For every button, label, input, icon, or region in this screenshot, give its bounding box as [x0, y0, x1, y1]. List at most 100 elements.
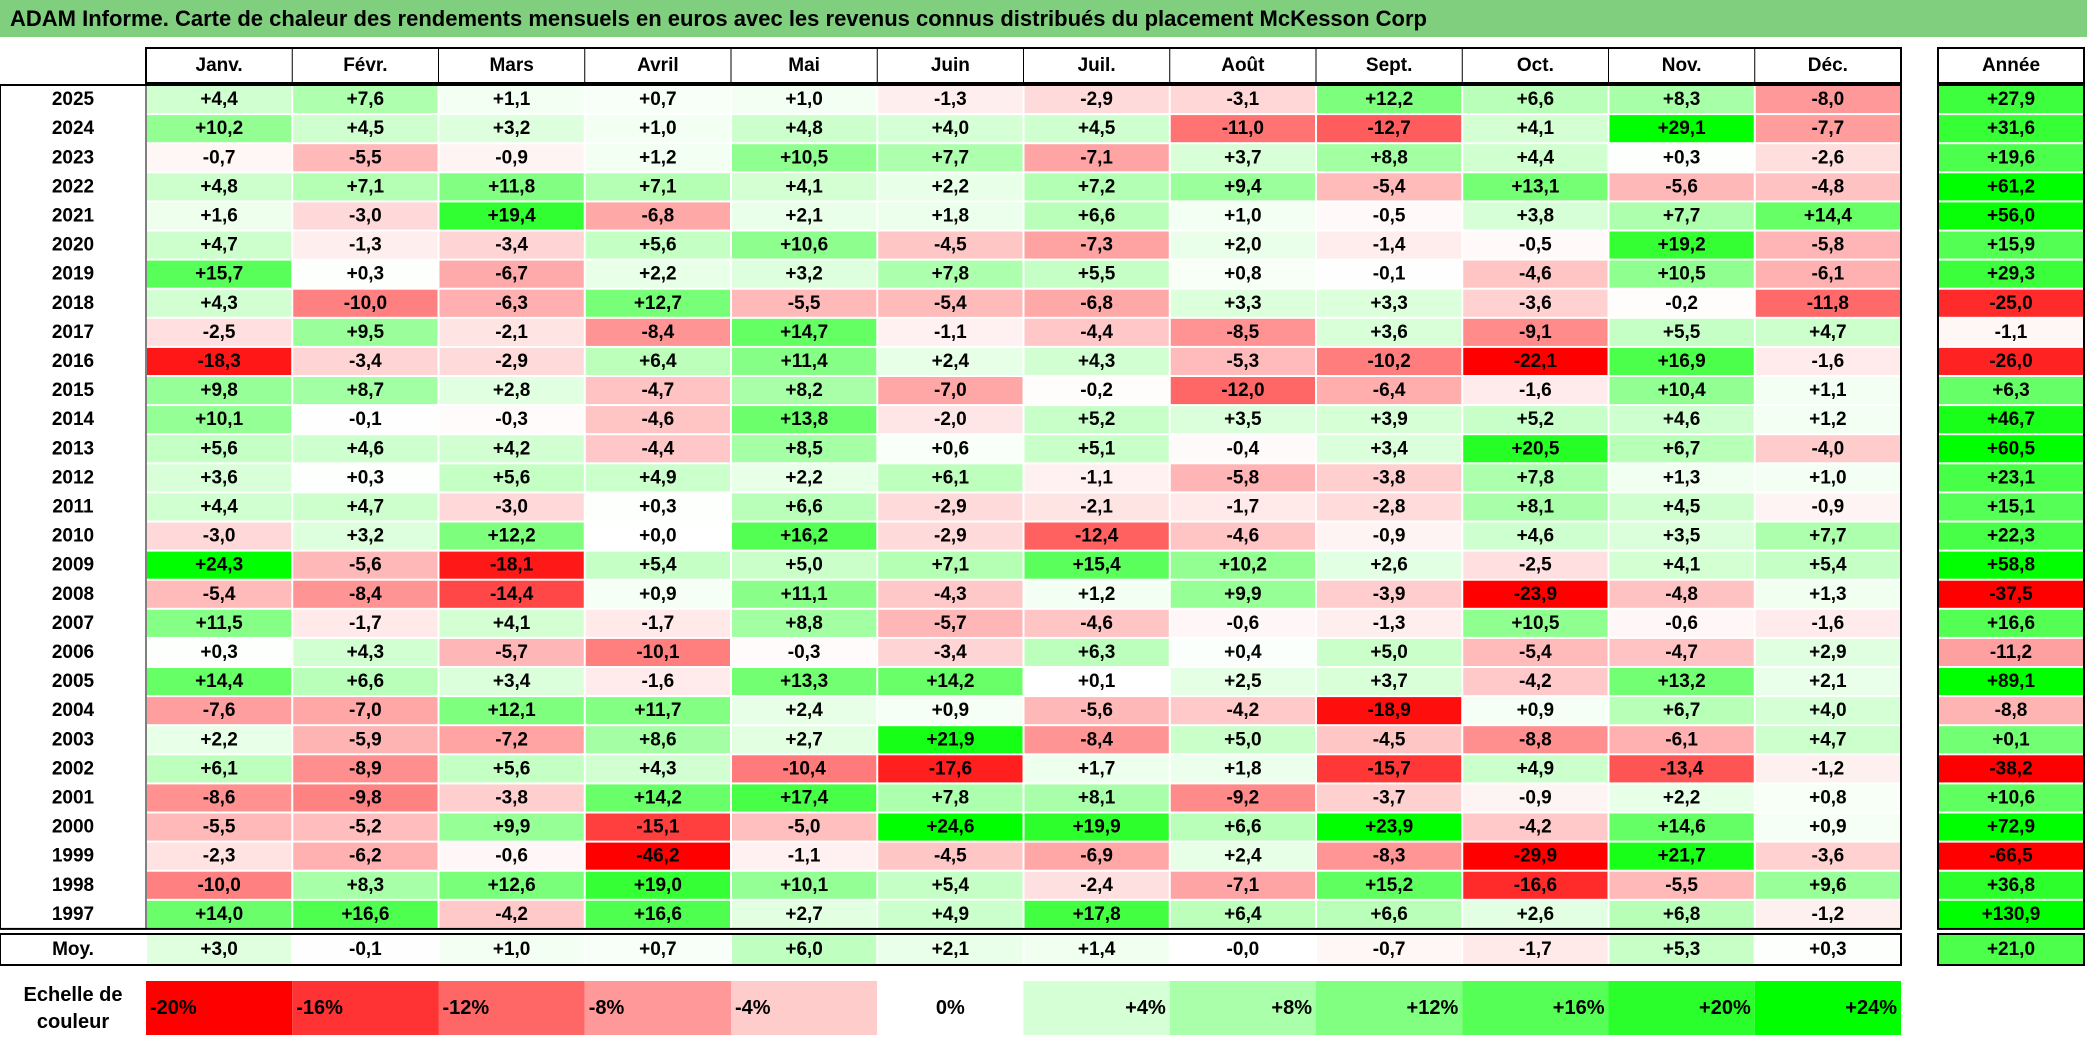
cell-2003-5 [878, 726, 1023, 754]
cell-2023-7 [1170, 144, 1315, 172]
chart-title: ADAM Informe. Carte de chaleur des rende… [0, 0, 2087, 37]
cell-value: -5,4 [1519, 642, 1552, 663]
cell-2014-2 [439, 406, 584, 434]
cell-2012-4 [732, 464, 877, 492]
cell-value: -12,7 [1367, 118, 1410, 139]
scale-value-3: -8% [589, 997, 625, 1019]
annual-value: +58,8 [1987, 555, 2035, 576]
cell-2020-5 [878, 231, 1023, 259]
average-cell-6 [1024, 935, 1169, 964]
cell-2012-5 [878, 464, 1023, 492]
cell-1998-7 [1170, 871, 1315, 899]
cell-2000-9 [1463, 813, 1608, 841]
cell-2021-0 [147, 202, 292, 230]
cell-value: +8,5 [785, 438, 823, 459]
cell-2002-0 [147, 755, 292, 783]
cell-2016-9 [1463, 347, 1608, 375]
cell-2000-5 [878, 813, 1023, 841]
month-header-5: Juin [931, 55, 970, 76]
cell-value: +1,3 [1809, 584, 1847, 605]
cell-value: -3,1 [1227, 89, 1260, 110]
cell-value: +1,0 [785, 89, 823, 110]
cell-1999-10 [1609, 842, 1754, 870]
cell-2010-2 [439, 522, 584, 550]
cell-2005-9 [1463, 668, 1608, 696]
cell-2001-3 [585, 784, 730, 812]
scale-swatch-4 [731, 981, 878, 1035]
cell-value: +4,5 [1078, 118, 1116, 139]
cell-2017-6 [1024, 318, 1169, 346]
cell-value: +23,9 [1365, 817, 1413, 838]
cell-2024-8 [1317, 115, 1462, 143]
cell-value: +2,0 [1224, 235, 1262, 256]
cell-value: -6,8 [1080, 293, 1113, 314]
cell-value: +0,9 [1809, 817, 1847, 838]
average-value: +5,3 [1663, 939, 1701, 960]
average-cell-2 [439, 935, 584, 964]
cell-value: -8,3 [1373, 846, 1406, 867]
average-cell-0 [147, 935, 292, 964]
cell-1999-1 [293, 842, 438, 870]
annual-value: +31,6 [1987, 118, 2035, 139]
cell-value: +5,5 [1663, 322, 1701, 343]
average-cell-1 [293, 935, 438, 964]
cell-value: -0,9 [1373, 526, 1406, 547]
cell-2018-3 [585, 289, 730, 317]
cell-value: +10,5 [1511, 613, 1560, 634]
cell-value: -0,3 [495, 409, 528, 430]
cell-2023-9 [1463, 144, 1608, 172]
cell-2021-2 [439, 202, 584, 230]
cell-2010-6 [1024, 522, 1169, 550]
cell-value: -2,8 [1373, 496, 1406, 517]
year-label-2011: 2011 [52, 496, 94, 517]
cell-2011-8 [1317, 493, 1462, 521]
year-label-2005: 2005 [52, 671, 95, 692]
month-header-9: Oct. [1517, 55, 1554, 76]
cell-2010-0 [147, 522, 292, 550]
cell-value: -3,6 [1812, 846, 1845, 867]
cell-value: +16,2 [780, 526, 828, 547]
cell-value: -8,4 [1080, 729, 1113, 750]
cell-value: +10,5 [1658, 264, 1707, 285]
cell-value: -10,1 [636, 642, 680, 663]
year-label-2024: 2024 [52, 118, 95, 139]
annual-cell-2004 [1939, 697, 2083, 725]
cell-2022-3 [585, 173, 730, 201]
cell-2008-11 [1755, 580, 1900, 608]
cell-2014-3 [585, 406, 730, 434]
cell-value: -2,1 [495, 322, 528, 343]
cell-2003-10 [1609, 726, 1754, 754]
cell-value: +12,7 [634, 293, 682, 314]
cell-value: +5,4 [1809, 555, 1847, 576]
cell-value: -8,4 [349, 584, 382, 605]
cell-2016-7 [1170, 347, 1315, 375]
cell-value: +16,6 [341, 904, 389, 925]
cell-2016-0 [147, 347, 292, 375]
cell-1999-9 [1463, 842, 1608, 870]
cell-value: -2,6 [1812, 147, 1845, 168]
cell-2019-9 [1463, 260, 1608, 288]
cell-value: -4,7 [642, 380, 675, 401]
cell-value: +9,5 [347, 322, 385, 343]
cell-2013-0 [147, 435, 292, 463]
cell-value: +11,4 [781, 351, 828, 372]
cell-2009-10 [1609, 551, 1754, 579]
cell-value: -4,4 [1080, 322, 1113, 343]
average-value: +6,0 [785, 939, 823, 960]
cell-2014-8 [1317, 406, 1462, 434]
cell-value: +4,7 [200, 235, 238, 256]
cell-2019-0 [147, 260, 292, 288]
cell-value: +1,8 [1224, 758, 1262, 779]
cell-value: +3,4 [493, 671, 531, 692]
cell-2017-2 [439, 318, 584, 346]
average-value: -0,1 [349, 939, 382, 960]
cell-2003-6 [1024, 726, 1169, 754]
cell-2016-11 [1755, 347, 1900, 375]
cell-value: +4,9 [1517, 758, 1555, 779]
annual-value: +19,6 [1987, 147, 2035, 168]
cell-2020-10 [1609, 231, 1754, 259]
cell-value: -1,3 [349, 235, 382, 256]
cell-value: +4,3 [639, 758, 677, 779]
year-label-1998: 1998 [52, 875, 94, 896]
annual-header-box [1937, 47, 2085, 84]
